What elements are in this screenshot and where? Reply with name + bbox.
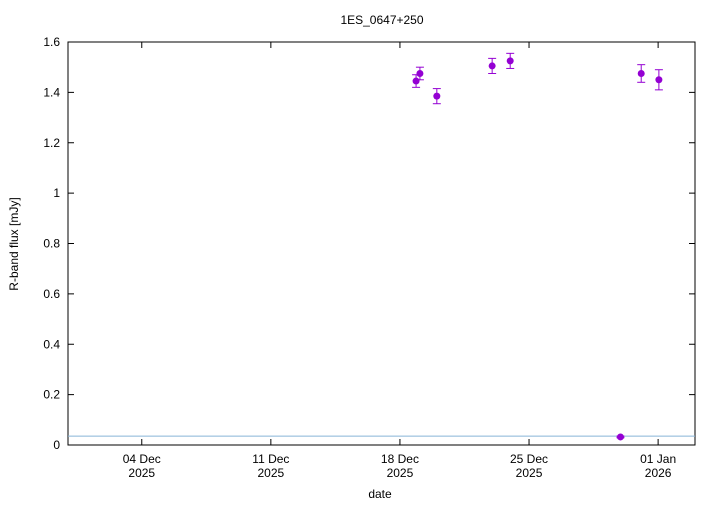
x-tick-label: 25 Dec 2025 [510,452,548,480]
x-tick-label-line: 2025 [128,466,155,480]
y-tick-label: 1.4 [43,85,60,99]
data-point [412,77,420,85]
y-tick-label: 0.6 [43,287,60,301]
x-tick-label-line: 2025 [387,466,414,480]
x-tick-label-line: 2025 [516,466,543,480]
data-point [488,62,496,70]
x-axis-label: date [368,487,392,501]
data-point [506,57,514,65]
x-tick-label-line: 2026 [645,466,672,480]
x-tick-label-line: 04 Dec [123,452,161,466]
chart-title: 1ES_0647+250 [340,13,423,27]
data-point [616,433,624,441]
y-tick-label: 1 [53,186,60,200]
x-tick-label-line: 25 Dec [510,452,548,466]
data-point [655,76,663,84]
y-tick-label: 0.4 [43,337,60,351]
x-tick-label-line: 01 Jan [640,452,676,466]
y-tick-label: 0.8 [43,237,60,251]
y-tick-label: 0 [53,438,60,452]
data-point [433,92,441,100]
x-tick-label-line: 2025 [258,466,285,480]
data-point [637,69,645,77]
y-tick-label: 1.6 [43,35,60,49]
y-axis-label: R-band flux [mJy] [7,197,21,290]
x-tick-label-line: 11 Dec [252,452,289,466]
data-point [416,69,424,77]
x-tick-label: 04 Dec 2025 [123,452,161,480]
plot-frame [67,41,696,446]
y-tick-label: 1.2 [43,136,60,150]
x-tick-label-line: 18 Dec [381,452,419,466]
x-tick-label: 01 Jan 2026 [640,452,676,480]
x-tick-label: 18 Dec 2025 [381,452,419,480]
x-tick-label: 11 Dec 2025 [252,452,289,480]
y-tick-label: 0.2 [43,388,60,402]
